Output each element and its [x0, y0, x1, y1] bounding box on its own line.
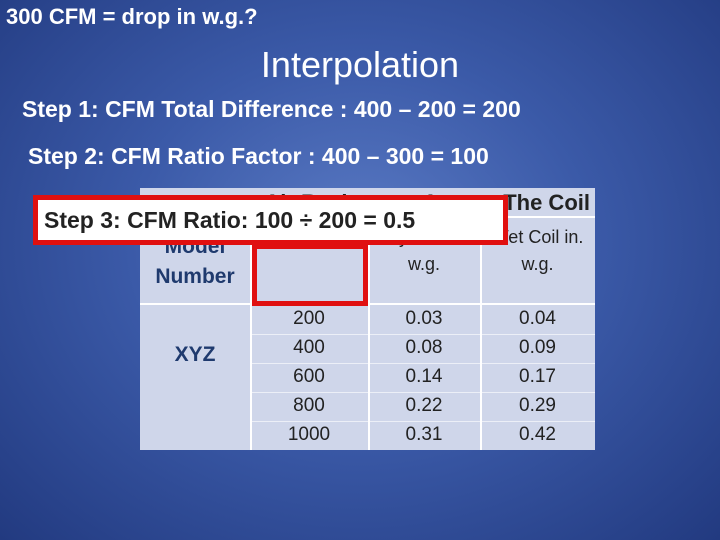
table-cell: 0.22 — [405, 395, 443, 416]
column-header: Wet Coil in. w.g. — [491, 227, 584, 274]
row-line — [250, 363, 595, 364]
table-cell: 400 — [293, 337, 325, 358]
row-line — [250, 392, 595, 393]
model-name: XYZ — [174, 343, 216, 366]
column-line — [250, 216, 252, 450]
table-cell: 600 — [293, 366, 325, 387]
question: 300 CFM = drop in w.g.? — [6, 4, 258, 29]
table-cell: 0.08 — [405, 337, 443, 358]
step: Step 3: CFM Ratio: 100 ÷ 200 = 0.5 — [33, 195, 508, 245]
table-cell: 0.03 — [405, 308, 443, 329]
table-cell: 1000 — [287, 424, 331, 445]
table-cell: 0.29 — [519, 395, 556, 416]
table-cell: 800 — [293, 395, 325, 416]
row-line — [250, 421, 595, 422]
row-line — [250, 334, 595, 335]
step: Step 1: CFM Total Difference : 400 – 200… — [22, 96, 521, 122]
table-cell: 200 — [293, 308, 325, 329]
column-line — [368, 216, 370, 450]
table-cell: 0.09 — [519, 337, 556, 358]
table-cell: 0.42 — [519, 424, 556, 445]
table-cell: 0.04 — [519, 308, 556, 329]
table-cell: 0.14 — [405, 366, 443, 387]
table-cell: 0.31 — [405, 424, 443, 445]
column-line — [480, 216, 482, 450]
slide-title: Interpolation — [260, 44, 460, 85]
table-cell: 0.17 — [519, 366, 556, 387]
step: Step 2: CFM Ratio Factor : 400 – 300 = 1… — [28, 143, 489, 169]
highlight-box — [252, 244, 368, 306]
